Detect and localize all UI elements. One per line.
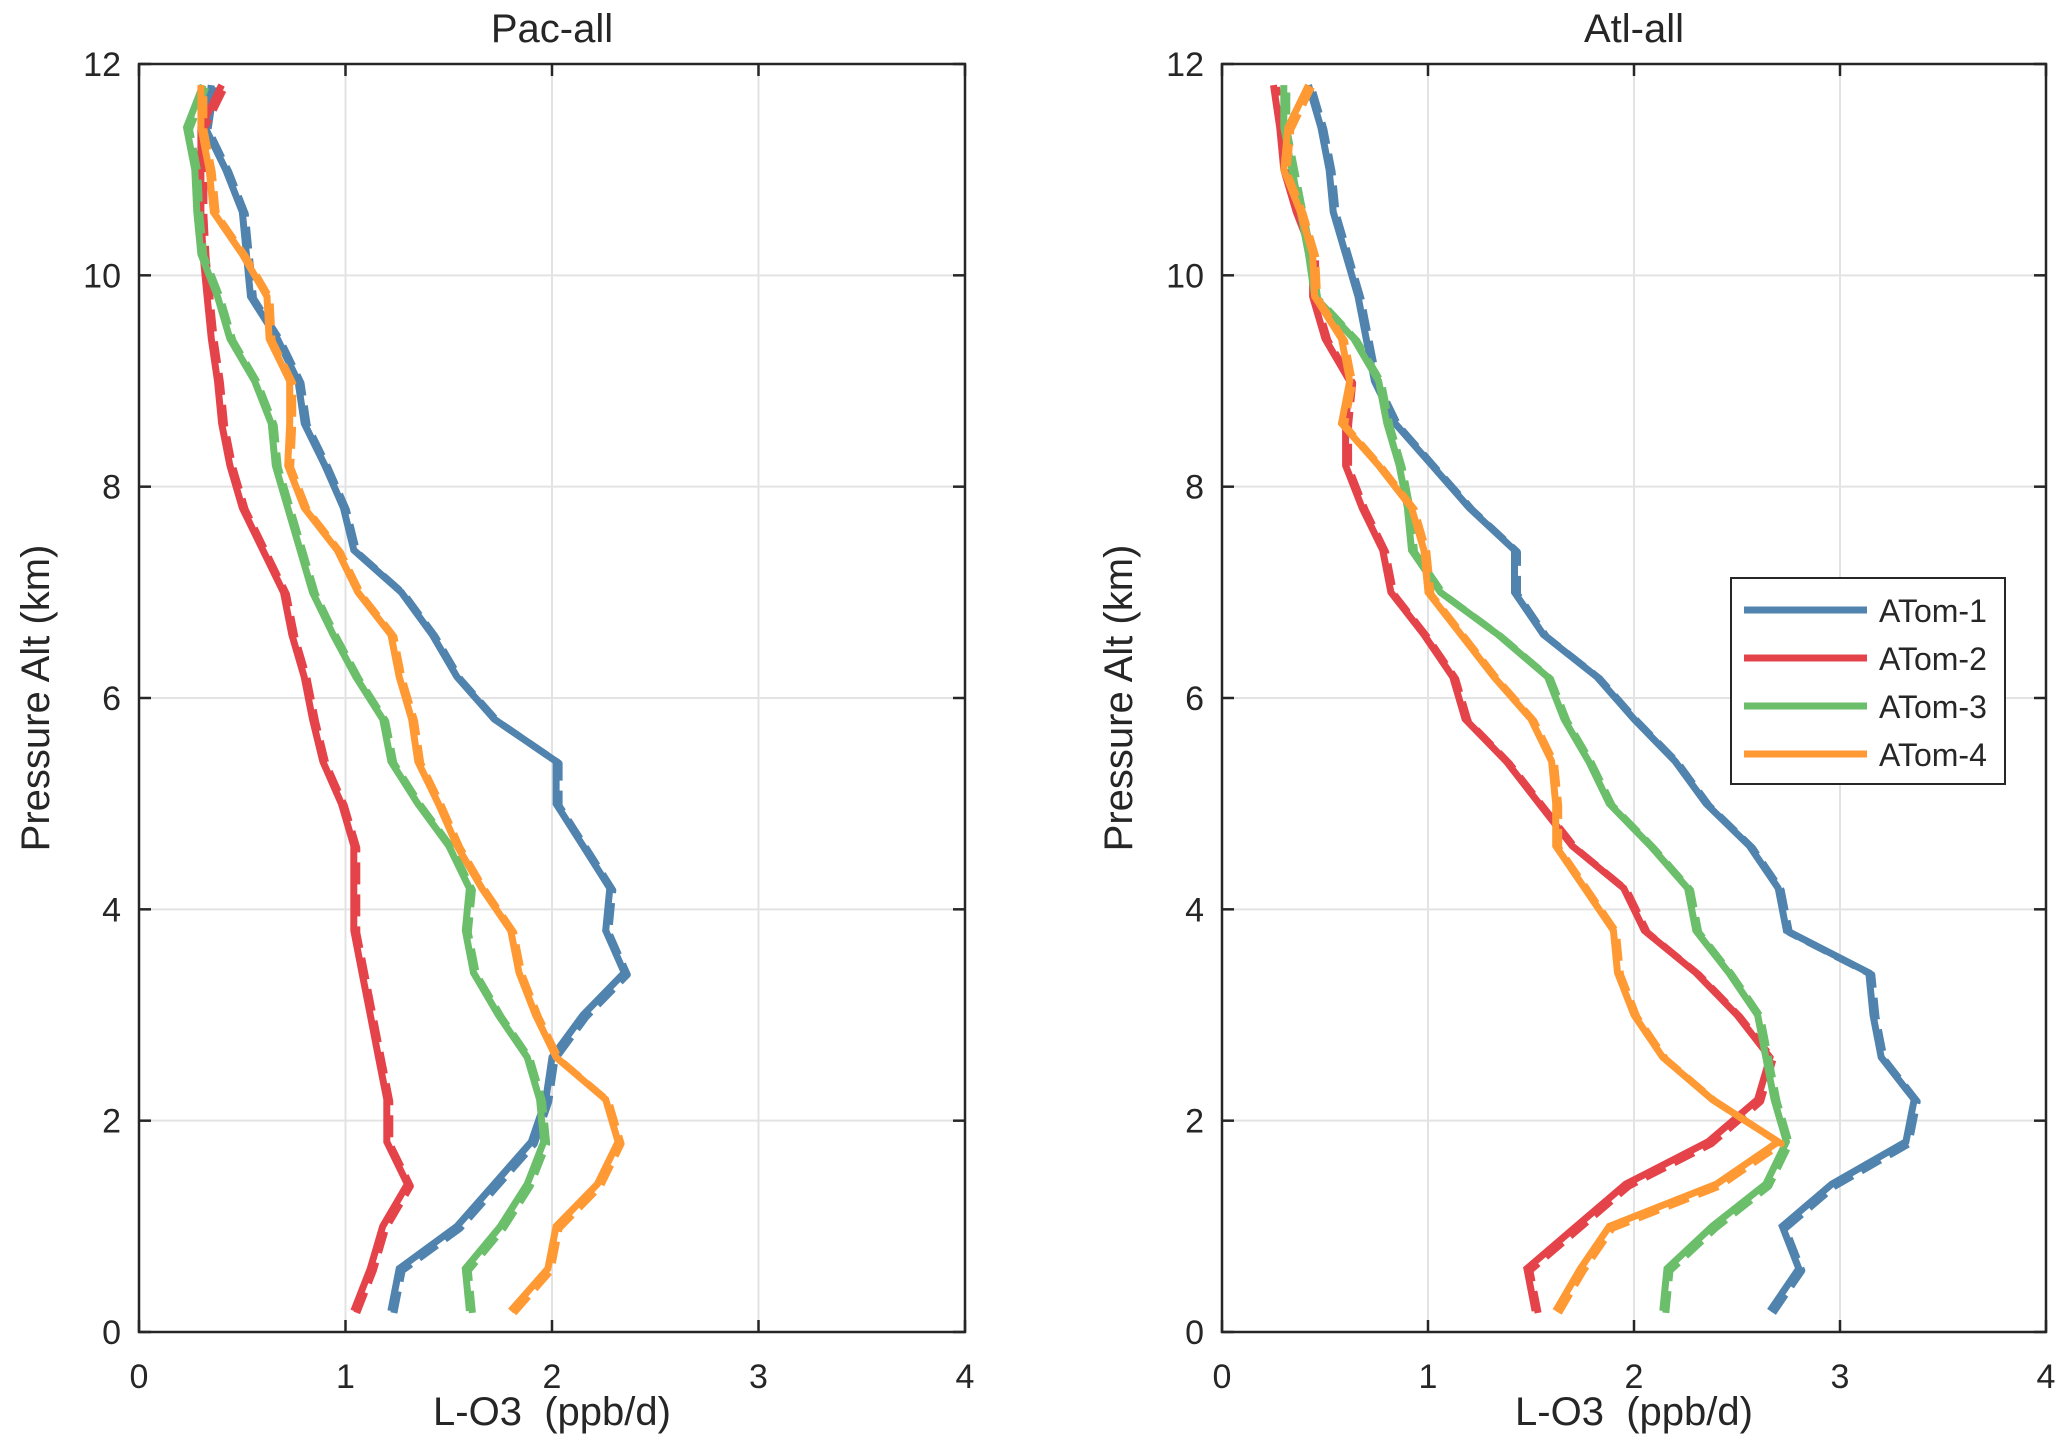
legend-label: ATom-3 [1879, 689, 1987, 725]
panel-atl-all: Atl-all L-O3 (ppb/d) Pressure Alt (km) 0… [1097, 7, 2055, 1434]
legend-label: ATom-4 [1879, 737, 1987, 773]
x-tick-label: 4 [2037, 1358, 2056, 1396]
legend-label: ATom-2 [1879, 641, 1987, 677]
y-tick-label: 4 [1185, 891, 1204, 929]
x-tick-label: 0 [130, 1358, 149, 1396]
series-line-atom-4 [1280, 83, 1785, 1313]
legend: ATom-1 ATom-2 ATom-3 ATom-4 [1730, 577, 2006, 785]
x-axis-label: L-O3 (ppb/d) [1515, 1390, 1753, 1434]
x-tick-label: 3 [1831, 1358, 1850, 1396]
series-line-dashed-atom-4 [1283, 85, 1785, 1315]
x-tick-label: 2 [543, 1358, 562, 1396]
series-line-atom-4 [197, 85, 622, 1314]
series-line-dashed-atom-1 [204, 86, 631, 1314]
y-tick-label: 2 [1185, 1103, 1204, 1141]
series-group [1270, 83, 1921, 1315]
legend-label: ATom-1 [1879, 593, 1987, 629]
grid [139, 64, 965, 1332]
series-group [182, 83, 631, 1316]
x-tick-label: 2 [1625, 1358, 1644, 1396]
y-tick-label: 2 [102, 1103, 121, 1141]
y-tick-label: 10 [83, 257, 121, 295]
legend-items: ATom-1 ATom-2 ATom-3 ATom-4 [1744, 593, 1987, 773]
y-tick-label: 8 [1185, 469, 1204, 507]
panel-pac-all: Pac-all L-O3 (ppb/d) Pressure Alt (km) 0… [14, 7, 974, 1434]
x-axis-label: L-O3 (ppb/d) [433, 1390, 671, 1434]
x-tick-label: 0 [1213, 1358, 1232, 1396]
y-axis-label: Pressure Alt (km) [1097, 545, 1141, 852]
y-axis-label: Pressure Alt (km) [14, 545, 58, 852]
x-tick-label: 1 [1419, 1358, 1438, 1396]
series-line-dashed-atom-4 [200, 87, 625, 1316]
series-line-atom-3 [182, 83, 548, 1312]
y-tick-label: 12 [1166, 46, 1204, 84]
chart-title: Pac-all [491, 7, 613, 51]
x-tick-label: 4 [956, 1358, 975, 1396]
series-line-dashed-atom-3 [1283, 87, 1793, 1314]
y-tick-label: 12 [83, 46, 121, 84]
y-tick-label: 0 [102, 1314, 121, 1352]
x-tick-label: 3 [749, 1358, 768, 1396]
x-tick-label: 1 [336, 1358, 355, 1396]
y-tick-label: 6 [102, 680, 121, 718]
series-line-atom-2 [197, 83, 412, 1313]
chart-title: Atl-all [1584, 7, 1684, 51]
series-line-atom-1 [1305, 84, 1918, 1313]
y-tick-label: 10 [1166, 257, 1204, 295]
y-tick-label: 4 [102, 891, 121, 929]
y-tick-label: 6 [1185, 680, 1204, 718]
y-tick-label: 8 [102, 469, 121, 507]
y-tick-label: 0 [1185, 1314, 1204, 1352]
